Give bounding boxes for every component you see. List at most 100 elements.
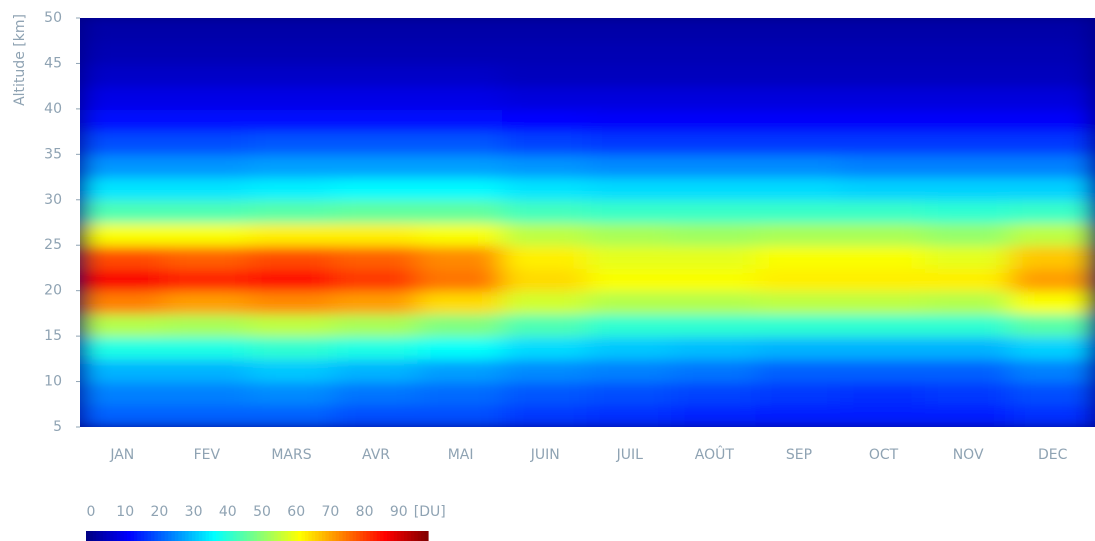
colorbar-swatch xyxy=(304,531,309,541)
colorbar-tick-label: 0 xyxy=(87,504,96,520)
x-tick-label: AOÛT xyxy=(695,445,735,463)
heatmap-cell xyxy=(1009,244,1095,269)
colorbar-swatch xyxy=(209,531,214,541)
heatmap-cell xyxy=(248,153,335,179)
heatmap-cell xyxy=(417,176,504,201)
colorbar-swatch xyxy=(363,531,368,541)
colorbar-swatch xyxy=(301,531,306,541)
colorbar-swatch xyxy=(154,531,159,541)
heatmap-cell xyxy=(924,107,1012,133)
heatmap-cell xyxy=(80,403,166,427)
colorbar-swatch xyxy=(311,531,316,541)
x-tick-label: MAI xyxy=(448,447,474,463)
heatmap-cell xyxy=(80,62,166,88)
heatmap-cell xyxy=(1009,62,1095,88)
colorbar-swatch xyxy=(410,531,415,541)
colorbar-swatch xyxy=(192,531,197,541)
colorbar-swatch xyxy=(321,531,326,541)
heatmap-cell xyxy=(924,266,1012,292)
colorbar-swatch xyxy=(202,531,207,541)
heatmap-cell xyxy=(924,130,1012,156)
colorbar-swatch xyxy=(380,531,385,541)
heatmap-cell xyxy=(755,107,843,133)
heatmap-cell xyxy=(671,107,758,133)
colorbar-label: [DU] xyxy=(414,504,446,520)
heatmap-cell xyxy=(80,18,166,42)
heatmap-cell xyxy=(671,312,758,338)
x-tick-label: NOV xyxy=(953,447,984,463)
colorbar-swatch xyxy=(417,531,422,541)
heatmap-cell xyxy=(671,176,758,201)
colorbar-swatch xyxy=(294,531,299,541)
colorbar-swatch xyxy=(109,531,114,541)
heatmap-cell xyxy=(248,85,335,110)
heatmap-cell xyxy=(501,380,589,406)
heatmap-cell xyxy=(163,289,251,315)
heatmap-cell xyxy=(1009,221,1095,247)
colorbar-swatch xyxy=(257,531,262,541)
heatmap-cell xyxy=(1009,266,1095,292)
heatmap-cell xyxy=(755,18,843,42)
heatmap-cell xyxy=(840,335,927,360)
heatmap-cell xyxy=(1009,403,1095,427)
heatmap-cell xyxy=(501,403,589,427)
colorbar-swatch xyxy=(404,531,409,541)
heatmap-cell xyxy=(501,312,589,338)
heatmap-cell xyxy=(163,198,251,224)
heatmap-cell xyxy=(248,39,335,65)
heatmap-cell xyxy=(586,244,674,269)
x-tick-label: SEP xyxy=(786,447,812,463)
colorbar-swatch xyxy=(277,531,282,541)
x-tick-label: DEC xyxy=(1038,447,1068,463)
heatmap-cell xyxy=(755,153,843,179)
heatmap-cell xyxy=(80,266,166,292)
heatmap-cell xyxy=(501,62,589,88)
colorbar-swatch xyxy=(92,531,97,541)
colorbar-swatch xyxy=(356,531,361,541)
heatmap-cell xyxy=(924,221,1012,247)
heatmap-cell xyxy=(163,244,251,269)
colorbar-swatch xyxy=(393,531,398,541)
heatmap-cell xyxy=(586,403,674,427)
colorbar-swatch xyxy=(400,531,405,541)
heatmap-cell xyxy=(840,357,927,383)
colorbar-swatch xyxy=(246,531,251,541)
heatmap-cell xyxy=(417,107,504,133)
heatmap-cell xyxy=(671,62,758,88)
colorbar-swatch xyxy=(274,531,279,541)
colorbar-swatch xyxy=(287,531,292,541)
colorbar-tick-label: 40 xyxy=(219,504,237,520)
colorbar-swatch xyxy=(157,531,162,541)
heatmap-cell xyxy=(924,85,1012,110)
heatmap-cell xyxy=(80,198,166,224)
heatmap-cell xyxy=(586,107,674,133)
heatmap-cell xyxy=(586,289,674,315)
colorbar-swatch xyxy=(383,531,388,541)
heatmap-cell xyxy=(924,176,1012,201)
heatmap-cell xyxy=(586,130,674,156)
heatmap-cell xyxy=(80,176,166,201)
colorbar-swatch xyxy=(226,531,231,541)
heatmap-cell xyxy=(501,357,589,383)
heatmap-cell xyxy=(840,244,927,269)
heatmap-cell xyxy=(755,62,843,88)
colorbar-swatch xyxy=(147,531,152,541)
colorbar-swatch xyxy=(270,531,275,541)
heatmap-cell xyxy=(924,289,1012,315)
heatmap-cell xyxy=(840,130,927,156)
y-tick-label: 25 xyxy=(44,237,62,253)
colorbar-swatch xyxy=(137,531,142,541)
heatmap-cell xyxy=(417,380,504,406)
colorbar-swatch xyxy=(185,531,190,541)
heatmap-cell xyxy=(924,380,1012,406)
heatmap-cell xyxy=(417,18,504,42)
heatmap-cell xyxy=(1009,153,1095,179)
heatmap-cell xyxy=(417,312,504,338)
colorbar-swatch xyxy=(318,531,323,541)
heatmap-cell xyxy=(1009,39,1095,65)
heatmap-cell xyxy=(586,380,674,406)
heatmap-cell xyxy=(1009,289,1095,315)
heatmap-cell xyxy=(163,357,251,383)
heatmap-cell xyxy=(1009,176,1095,201)
colorbar-swatch xyxy=(243,531,248,541)
